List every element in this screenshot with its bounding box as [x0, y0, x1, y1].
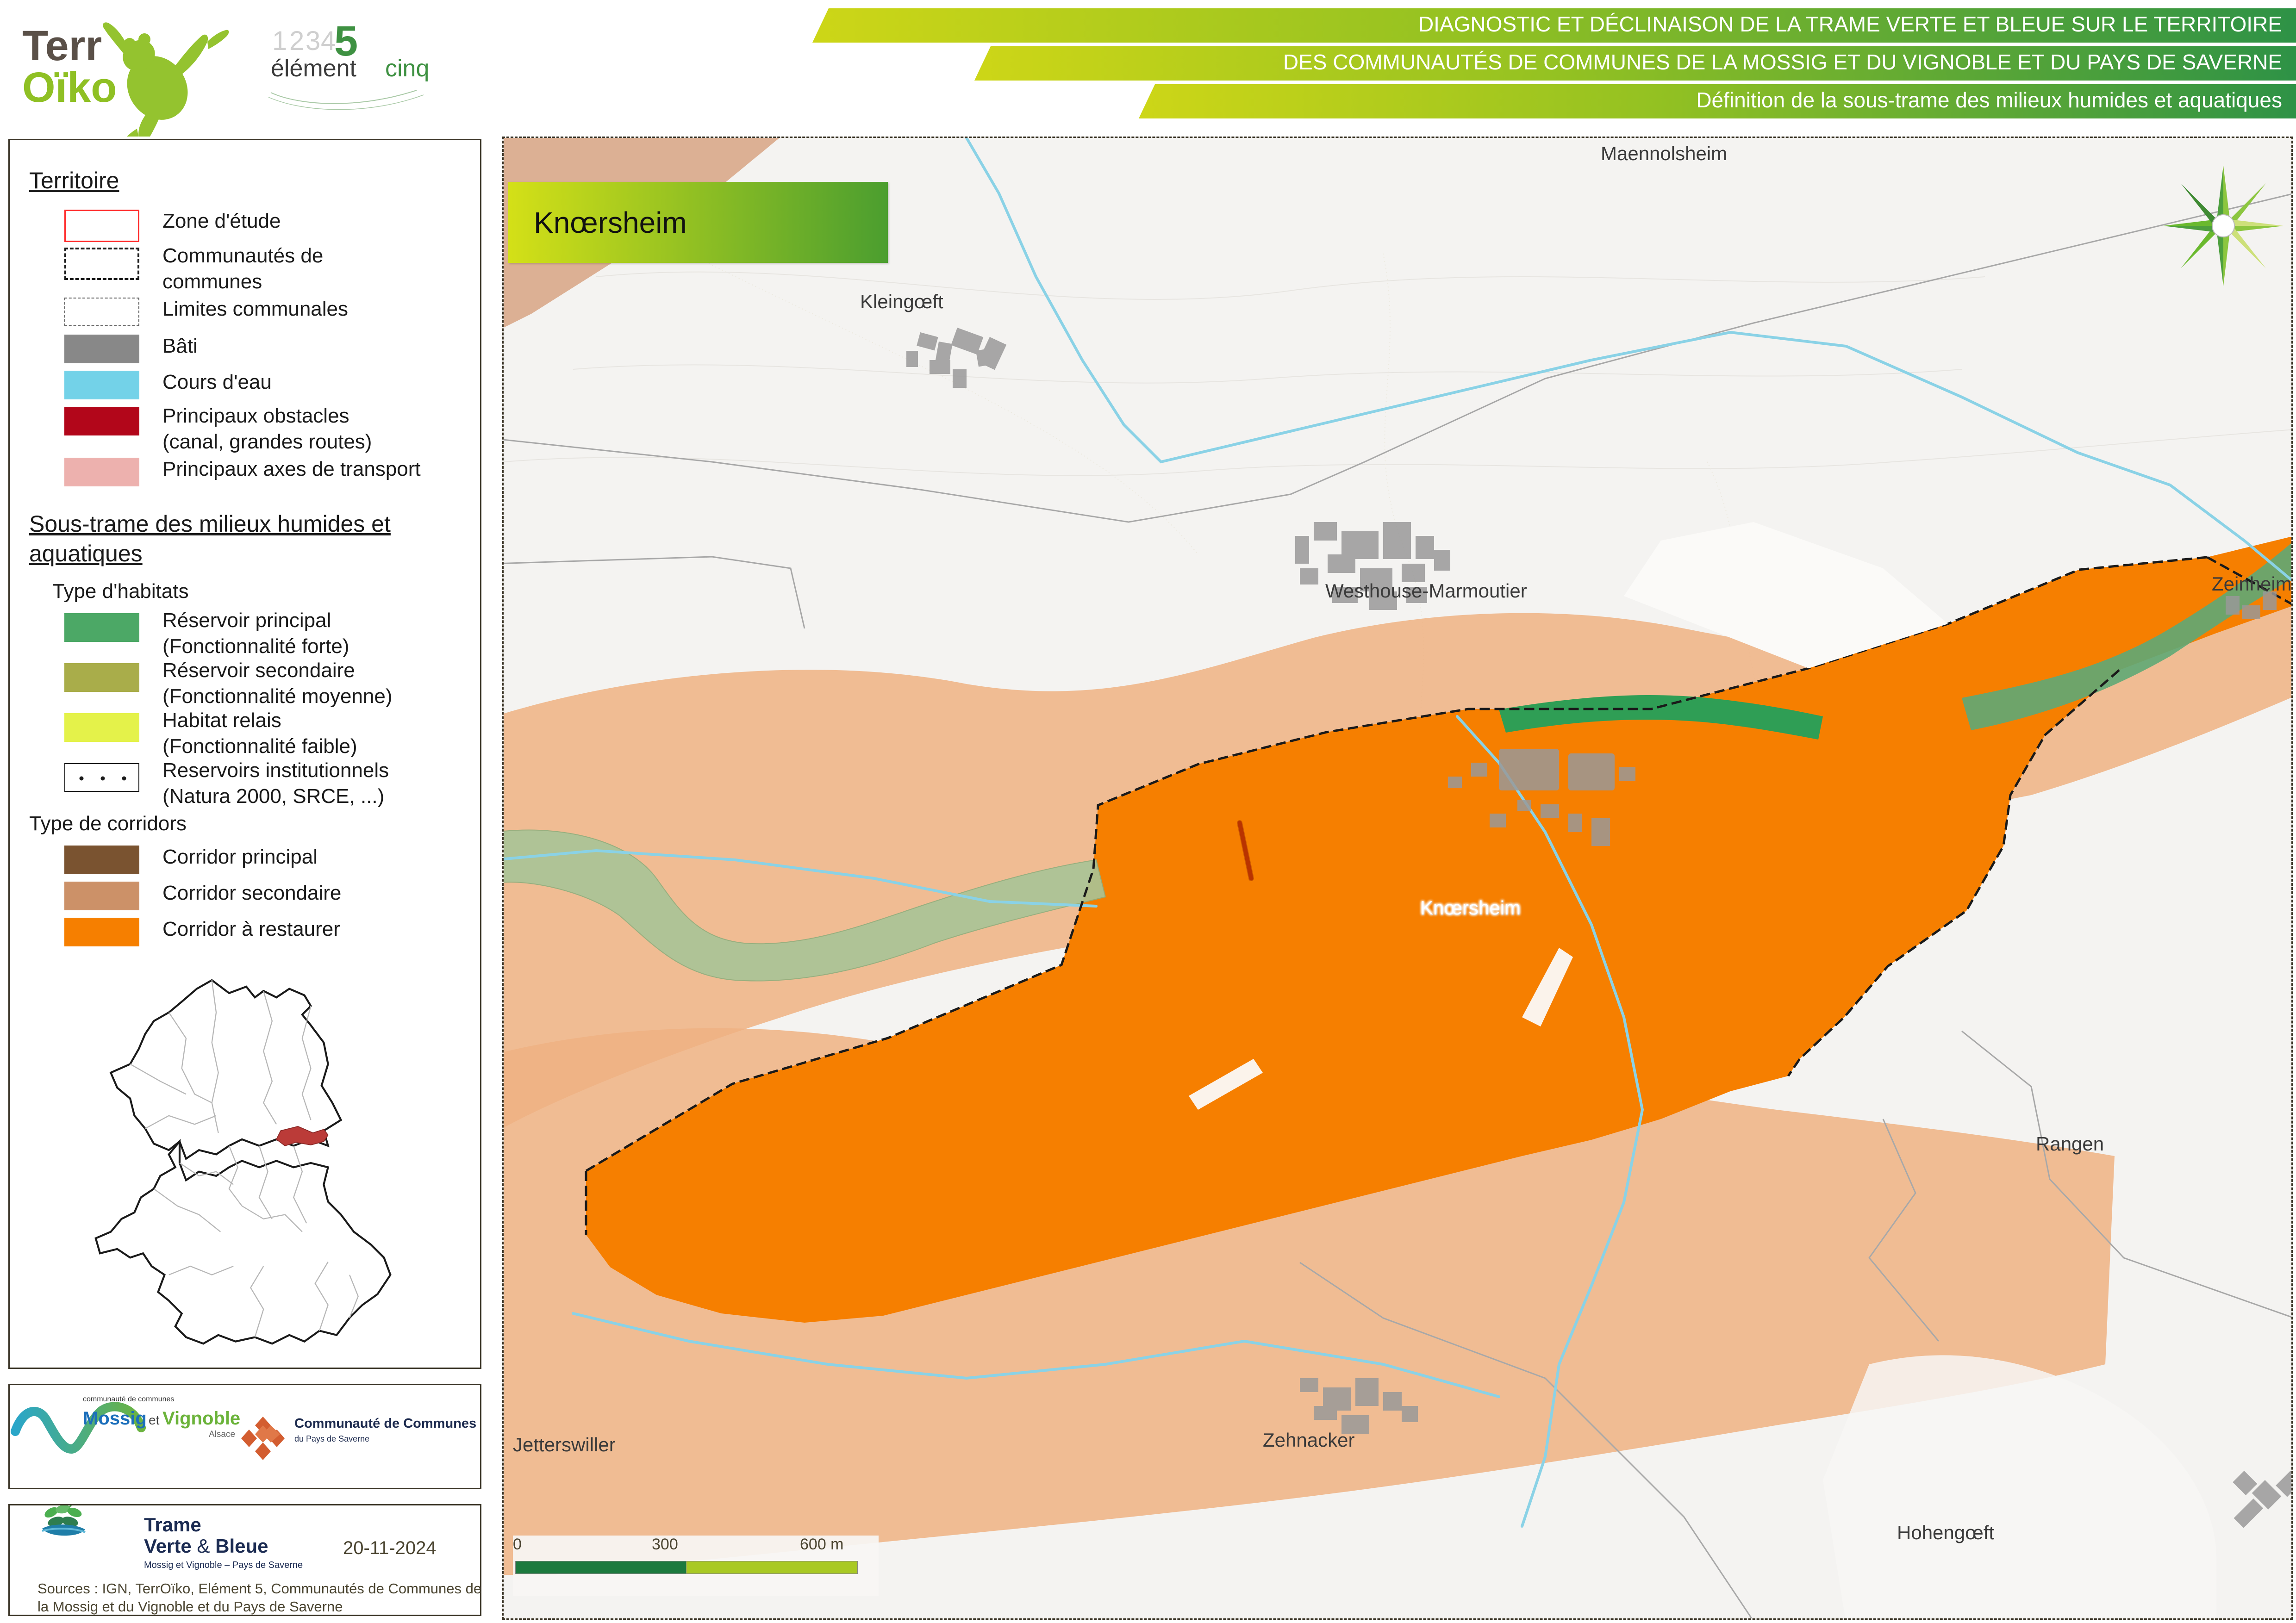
svg-text:du Pays de Saverne: du Pays de Saverne [294, 1434, 369, 1443]
svg-text:1: 1 [272, 26, 287, 56]
svg-text:Oïko: Oïko [22, 64, 117, 111]
svg-text:communauté de communes: communauté de communes [83, 1395, 174, 1403]
svg-text:4: 4 [321, 26, 336, 56]
svg-text:cinq: cinq [385, 55, 429, 82]
svg-text:Alsace: Alsace [209, 1430, 235, 1439]
svg-text:Terr: Terr [22, 22, 102, 69]
svg-text:2: 2 [289, 26, 304, 56]
svg-text:3: 3 [306, 26, 320, 56]
svg-text:Définition de la sous-trame de: Définition de la sous-trame des milieux … [1696, 88, 2282, 112]
svg-text:DES COMMUNAUTÉS DE COMMUNES DE: DES COMMUNAUTÉS DE COMMUNES DE LA MOSSIG… [1283, 50, 2282, 74]
svg-text:DIAGNOSTIC ET DÉCLINAISON DE L: DIAGNOSTIC ET DÉCLINAISON DE LA TRAME VE… [1418, 12, 2282, 36]
svg-text:et: et [149, 1413, 160, 1427]
svg-text:Vignoble: Vignoble [162, 1408, 240, 1429]
svg-text:élément: élément [271, 55, 357, 82]
svg-text:Mossig: Mossig [83, 1408, 147, 1429]
svg-text:Communauté de Communes: Communauté de Communes [294, 1416, 476, 1431]
